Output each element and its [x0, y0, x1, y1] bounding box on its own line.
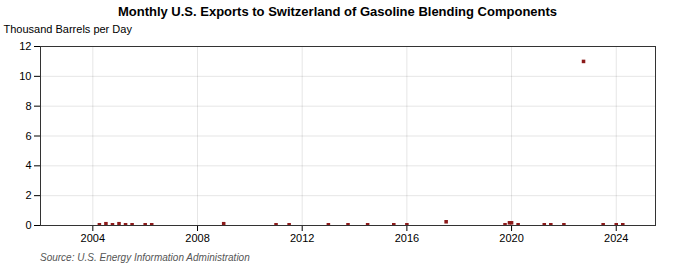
svg-text:2008: 2008 [185, 232, 209, 244]
svg-text:6: 6 [25, 130, 31, 142]
svg-text:2004: 2004 [81, 232, 105, 244]
svg-text:2: 2 [25, 189, 31, 201]
svg-text:0: 0 [25, 219, 31, 231]
svg-text:4: 4 [25, 159, 31, 171]
svg-text:Thousand Barrels per Day: Thousand Barrels per Day [4, 23, 133, 35]
svg-text:8: 8 [25, 100, 31, 112]
svg-text:2016: 2016 [395, 232, 419, 244]
svg-text:2024: 2024 [604, 232, 628, 244]
svg-text:12: 12 [19, 40, 31, 52]
html-text:Source: U.S. Energy Informatio: Source: U.S. Energy Information Administ… [40, 252, 250, 263]
svg-text:2020: 2020 [499, 232, 523, 244]
svg-text:10: 10 [19, 70, 31, 82]
svg-text:2012: 2012 [290, 232, 314, 244]
html-text:Monthly U.S. Exports to Switze: Monthly U.S. Exports to Switzerland of G… [117, 4, 558, 19]
